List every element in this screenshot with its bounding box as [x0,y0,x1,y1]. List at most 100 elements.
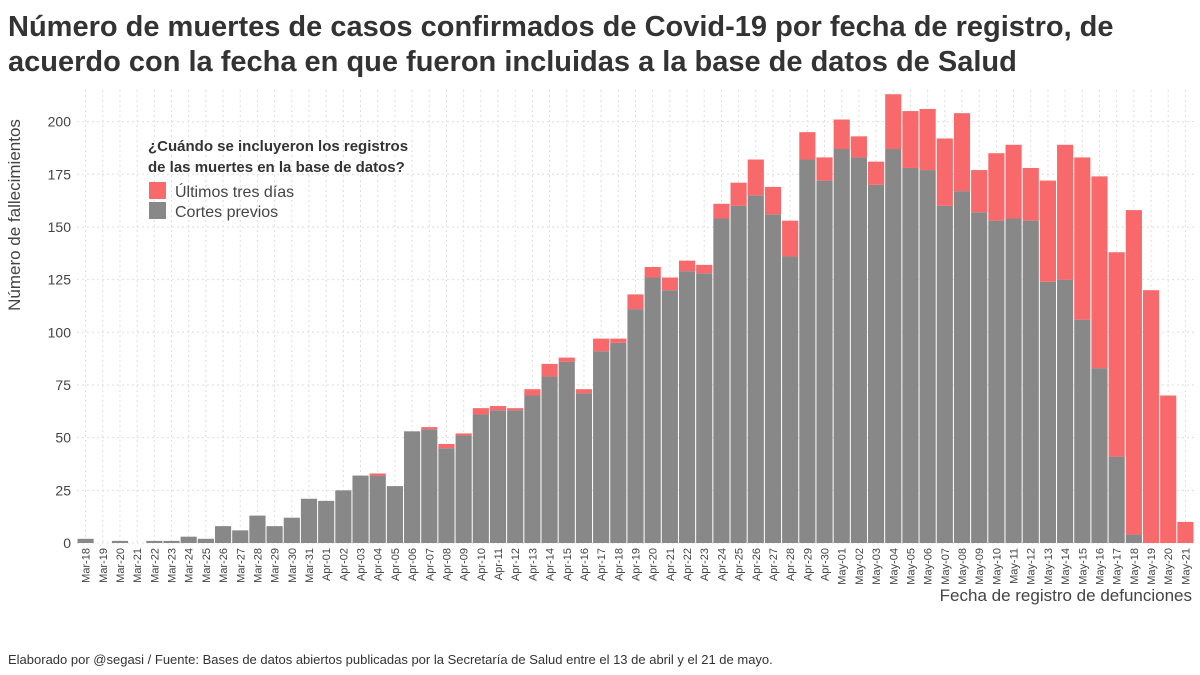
bar-previous-Mar-20 [111,540,129,543]
x-tick-label-May-16: May-16 [1094,548,1106,585]
x-tick-label-May-02: May-02 [854,548,866,585]
x-tick-label-Apr-18: Apr-18 [613,548,625,581]
bar-previous-Apr-29 [799,159,816,544]
x-tick-label-Mar-19: Mar-19 [98,548,110,583]
x-tick-label-May-21: May-21 [1180,548,1192,585]
x-tick-label-Apr-10: Apr-10 [476,548,488,581]
x-tick-label-Mar-18: Mar-18 [81,548,93,583]
x-tick-label-May-12: May-12 [1026,548,1038,585]
bar-recent-Apr-08 [438,443,455,449]
x-tick-label-May-13: May-13 [1043,548,1055,585]
legend-label-recent: Últimos tres días [175,182,294,201]
bar-previous-Mar-28 [249,515,266,543]
x-axis-label: Fecha de registro de defunciones [940,586,1192,605]
bar-previous-Apr-16 [575,393,593,543]
x-tick-label-Apr-21: Apr-21 [665,548,677,581]
bar-previous-May-07 [936,205,953,543]
bar-previous-Apr-18 [610,342,627,543]
bar-previous-Apr-05 [386,486,403,543]
x-tick-label-Apr-19: Apr-19 [631,548,643,581]
x-tick-label-May-15: May-15 [1077,548,1089,585]
bar-recent-Apr-19 [627,294,644,310]
bar-previous-Apr-21 [661,290,678,543]
x-tick-label-Mar-26: Mar-26 [218,548,230,583]
bar-recent-May-18 [1125,210,1142,535]
bar-previous-May-15 [1074,319,1091,543]
bar-recent-May-07 [936,138,953,206]
x-tick-label-Apr-12: Apr-12 [510,548,522,581]
bar-previous-Apr-27 [764,214,782,543]
bar-recent-May-11 [1005,144,1022,219]
x-tick-label-Mar-21: Mar-21 [132,548,144,583]
x-tick-label-Apr-16: Apr-16 [579,548,591,581]
bar-recent-May-10 [988,153,1005,221]
bar-recent-Apr-11 [489,406,507,411]
bar-previous-Apr-07 [421,429,438,543]
bar-previous-Apr-03 [352,475,369,543]
bar-recent-Apr-07 [421,427,438,430]
bar-previous-Mar-31 [300,498,318,543]
y-axis-label: Número de fallecimientos [5,119,24,311]
y-tick-label-25: 25 [55,482,71,498]
bar-previous-Mar-23 [163,540,180,543]
x-tick-label-Apr-08: Apr-08 [441,548,453,581]
x-tick-label-Apr-13: Apr-13 [527,548,539,581]
bar-previous-Mar-26 [214,526,232,543]
bar-previous-Apr-11 [489,410,507,543]
bar-previous-Apr-23 [696,273,713,543]
x-tick-label-Apr-27: Apr-27 [768,548,780,581]
bar-recent-Apr-20 [644,266,661,278]
bar-previous-Apr-24 [713,218,730,543]
bar-recent-May-04 [885,94,902,149]
x-tick-label-Apr-17: Apr-17 [596,548,608,581]
bar-previous-Mar-24 [180,536,197,543]
x-tick-label-Apr-26: Apr-26 [751,548,763,581]
bar-previous-Apr-13 [524,395,541,543]
x-tick-label-May-18: May-18 [1129,548,1141,585]
x-tick-label-Apr-04: Apr-04 [373,548,385,581]
x-tick-label-May-08: May-08 [957,548,969,585]
bar-previous-Apr-19 [627,309,644,543]
bar-recent-May-12 [1022,167,1039,221]
y-tick-label-0: 0 [63,535,71,551]
bar-recent-Apr-28 [782,220,799,257]
bar-recent-Apr-12 [507,408,524,411]
bar-recent-May-17 [1108,252,1125,457]
x-tick-label-Apr-20: Apr-20 [648,548,660,581]
bar-recent-Apr-17 [593,338,610,352]
bar-previous-May-12 [1022,220,1039,543]
bar-recent-Apr-29 [799,132,816,160]
bar-recent-Apr-14 [541,363,558,377]
x-tick-label-May-03: May-03 [871,548,883,585]
bar-recent-May-13 [1039,180,1057,282]
y-tick-label-175: 175 [48,166,72,182]
legend-title-line-2: de las muertes en la base de datos? [148,159,405,176]
y-tick-label-125: 125 [48,272,72,288]
bar-recent-Apr-25 [730,182,747,206]
bar-recent-May-03 [868,161,885,185]
bar-recent-Apr-27 [764,186,782,215]
bar-previous-Apr-06 [404,431,421,543]
x-tick-label-May-20: May-20 [1163,548,1175,585]
bar-recent-Apr-13 [524,389,541,396]
bar-previous-Apr-30 [816,180,833,543]
bar-recent-May-05 [902,111,919,168]
bar-previous-May-01 [833,148,850,543]
bar-recent-May-02 [850,136,867,158]
x-tick-label-Mar-27: Mar-27 [235,548,247,583]
bar-previous-Mar-27 [232,530,249,543]
bar-previous-Apr-14 [541,376,558,543]
bar-previous-Apr-26 [747,195,764,544]
x-tick-label-Apr-03: Apr-03 [356,548,368,581]
legend: ¿Cuándo se incluyeron los registros de l… [148,138,408,221]
x-tick-label-Mar-25: Mar-25 [201,548,213,583]
bar-previous-Apr-09 [455,435,472,543]
bar-previous-Mar-25 [197,538,214,543]
x-tick-label-Apr-02: Apr-02 [338,548,350,581]
x-tick-label-Apr-25: Apr-25 [734,548,746,581]
bar-previous-May-05 [902,167,919,544]
bar-recent-Apr-30 [816,157,833,181]
bar-previous-Apr-12 [507,410,524,543]
x-tick-label-May-05: May-05 [905,548,917,585]
bar-previous-Apr-17 [593,351,610,543]
